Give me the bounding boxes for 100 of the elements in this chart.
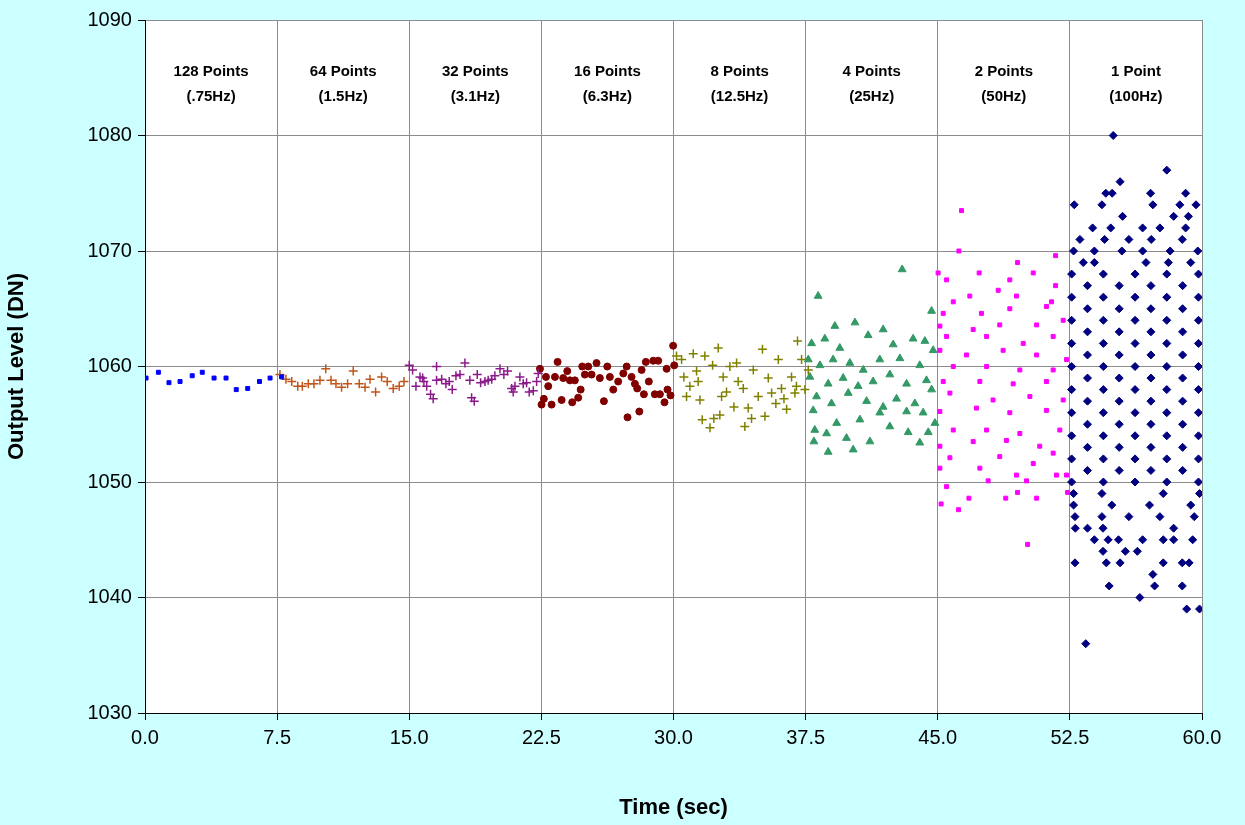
point	[393, 380, 405, 392]
point	[279, 374, 285, 380]
point	[853, 381, 863, 389]
point	[696, 414, 708, 425]
annotation: 128 Points (.75Hz)	[173, 61, 249, 104]
point	[603, 362, 612, 371]
point	[633, 384, 642, 393]
point	[805, 371, 815, 380]
x-tick-label: 30.0	[654, 725, 693, 748]
point	[807, 338, 817, 347]
point	[791, 380, 802, 392]
point	[848, 444, 858, 453]
point	[623, 413, 632, 422]
annotation: 1 Point (100Hz)	[1109, 61, 1163, 104]
x-tick-label: 15.0	[389, 725, 429, 748]
point	[669, 341, 678, 350]
point	[654, 356, 663, 365]
point	[145, 375, 149, 381]
point	[342, 378, 353, 390]
point	[915, 437, 925, 446]
y-tick-label: 1080	[87, 123, 132, 146]
y-axis-title: Output Level (DN)	[3, 273, 29, 460]
point	[297, 380, 308, 392]
point	[639, 390, 648, 399]
point	[245, 385, 251, 391]
point	[897, 264, 907, 273]
point	[666, 391, 675, 400]
point	[199, 369, 205, 375]
point	[721, 386, 732, 398]
point	[713, 342, 724, 354]
point	[739, 421, 751, 432]
point	[595, 374, 604, 383]
point	[810, 425, 820, 433]
x-axis-title: Time (sec)	[619, 793, 728, 819]
annotation: 2 Points (50Hz)	[974, 61, 1033, 104]
point	[910, 398, 920, 407]
point	[742, 402, 754, 414]
point	[803, 354, 813, 363]
point	[320, 363, 331, 375]
annotation: 32 Points (3.1Hz)	[441, 61, 509, 104]
annotation: 64 Points (1.5Hz)	[309, 61, 377, 104]
point	[731, 357, 742, 369]
point	[813, 291, 823, 299]
point	[927, 384, 936, 393]
point	[663, 385, 672, 394]
point	[592, 359, 601, 368]
point	[923, 427, 933, 436]
point	[459, 357, 471, 369]
point	[808, 405, 818, 414]
x-tick-label: 37.5	[786, 725, 826, 748]
point	[908, 333, 918, 342]
point	[828, 354, 838, 363]
point	[778, 393, 790, 405]
point	[728, 401, 740, 413]
point	[257, 379, 262, 384]
point	[865, 436, 875, 445]
point	[843, 388, 853, 396]
point	[922, 375, 931, 384]
point	[850, 317, 860, 326]
point	[550, 372, 559, 381]
point	[699, 350, 711, 362]
point	[670, 361, 679, 370]
point	[553, 357, 562, 366]
point	[609, 385, 618, 394]
point	[568, 398, 577, 407]
point	[862, 396, 871, 404]
point	[464, 375, 476, 386]
point	[599, 397, 608, 406]
point	[308, 378, 320, 390]
point	[398, 376, 410, 387]
point	[622, 362, 631, 371]
point	[752, 391, 764, 402]
point	[641, 357, 650, 366]
point	[687, 348, 699, 360]
point	[166, 380, 172, 386]
point	[838, 373, 848, 381]
point	[177, 379, 183, 384]
point	[692, 376, 704, 387]
point	[627, 372, 636, 381]
point	[803, 364, 814, 376]
point	[644, 377, 653, 386]
point	[757, 343, 768, 355]
point	[717, 371, 729, 383]
point	[858, 364, 868, 373]
point	[223, 375, 229, 381]
y-tick-label: 1090	[87, 7, 132, 30]
x-tick-label: 7.5	[263, 725, 292, 748]
point	[557, 396, 566, 404]
point	[815, 360, 825, 369]
point	[574, 393, 583, 402]
point	[211, 375, 217, 381]
point	[799, 384, 811, 395]
point	[576, 385, 585, 394]
point	[155, 369, 161, 375]
point	[708, 413, 720, 424]
y-tick-label: 1040	[87, 585, 132, 608]
x-tick-label: 52.5	[1050, 725, 1090, 748]
point	[832, 418, 842, 426]
point	[189, 373, 195, 379]
point	[902, 378, 911, 387]
